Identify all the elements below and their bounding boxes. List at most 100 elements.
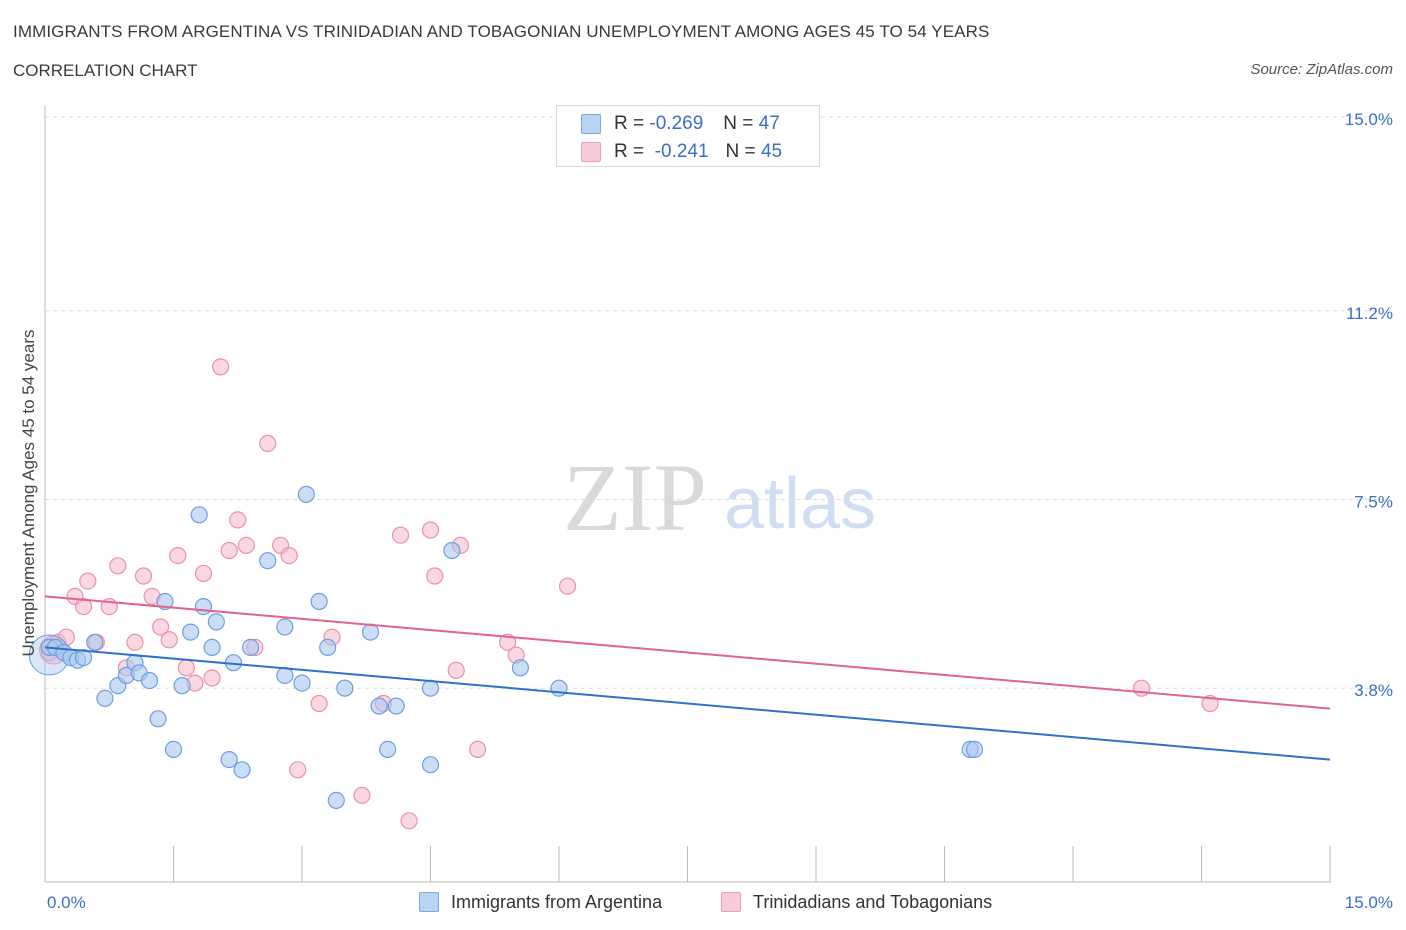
- chart-subtitle: CORRELATION CHART: [13, 61, 198, 80]
- data-point: [400, 812, 418, 830]
- y-tick-label: 3.8%: [1354, 681, 1393, 700]
- legend-n-value: 47: [758, 113, 780, 134]
- legend-n-label: N =: [725, 141, 756, 162]
- data-point: [426, 567, 444, 585]
- y-tick-label: 15.0%: [1345, 110, 1393, 129]
- data-point: [203, 669, 221, 687]
- data-point: [156, 592, 174, 611]
- trend-line: [44, 646, 1331, 761]
- data-point: [276, 618, 294, 636]
- data-point: [421, 521, 440, 539]
- watermark-atlas: atlas: [724, 464, 876, 544]
- data-point: [74, 648, 93, 667]
- trend-lines: [44, 595, 1331, 761]
- y-axis-label: Unemployment Among Ages 45 to 54 years: [19, 329, 38, 657]
- tick-labels: 3.8% 7.5% 11.2% 15.0% 0.0% 15.0%: [47, 110, 1393, 912]
- data-point: [276, 666, 294, 685]
- data-point: [109, 557, 127, 575]
- x-tick-label-max: 15.0%: [1345, 893, 1393, 912]
- data-point: [370, 697, 388, 715]
- data-point: [177, 659, 195, 677]
- y-tick-label: 11.2%: [1346, 304, 1393, 323]
- legend-r-value: -0.269: [649, 113, 704, 134]
- data-point: [965, 740, 984, 759]
- data-point: [391, 526, 410, 544]
- data-point: [207, 613, 225, 631]
- data-point: [379, 740, 397, 759]
- y-tick-label: 7.5%: [1354, 493, 1393, 512]
- data-point: [259, 552, 277, 570]
- data-point: [194, 564, 213, 583]
- data-point: [212, 358, 230, 376]
- data-point: [280, 546, 298, 565]
- data-point: [297, 485, 315, 503]
- data-point: [289, 761, 307, 779]
- data-point: [421, 679, 440, 697]
- data-point: [182, 623, 200, 641]
- bottom-legend-label: Trinidadians and Tobagonians: [753, 891, 993, 912]
- data-point: [126, 633, 144, 651]
- data-point: [361, 623, 380, 641]
- data-point: [237, 536, 255, 555]
- data-point: [173, 677, 191, 695]
- data-point: [353, 786, 371, 804]
- data-point: [499, 633, 517, 651]
- bottom-legend-label: Immigrants from Argentina: [451, 891, 663, 912]
- data-point: [242, 638, 260, 657]
- data-point: [140, 671, 159, 690]
- data-point: [310, 592, 328, 611]
- data-point: [203, 638, 221, 657]
- data-point: [1132, 679, 1151, 697]
- data-point: [550, 679, 568, 697]
- data-point: [443, 541, 461, 560]
- data-point: [387, 697, 405, 715]
- data-point: [96, 689, 114, 708]
- legend-n-label: N =: [723, 113, 754, 134]
- legend-row-trinidadians: R = -0.241 N = 45: [581, 140, 782, 164]
- data-point: [511, 659, 530, 677]
- data-point: [190, 506, 208, 524]
- data-point: [86, 633, 104, 651]
- chart-title: IMMIGRANTS FROM ARGENTINA VS TRINIDADIAN…: [13, 22, 990, 41]
- data-point: [164, 740, 183, 759]
- data-point: [149, 710, 167, 728]
- data-point: [152, 618, 170, 636]
- data-point: [220, 541, 238, 560]
- trend-line: [44, 595, 1331, 710]
- legend-swatch-pink: [581, 142, 601, 162]
- axes: [44, 105, 1331, 883]
- grid-lines: [45, 116, 1390, 689]
- bottom-legend-trinidadians: Trinidadians and Tobagonians: [721, 889, 992, 915]
- data-point: [558, 577, 577, 595]
- data-point: [421, 756, 440, 774]
- legend-r-label: R =: [614, 113, 645, 134]
- bottom-legend-argentina: Immigrants from Argentina: [419, 889, 662, 915]
- data-point: [233, 761, 251, 779]
- data-point: [169, 546, 187, 565]
- watermark-zip: ZIP: [563, 444, 707, 551]
- x-tick-label-min: 0.0%: [47, 893, 86, 912]
- legend-r-value: -0.241: [654, 141, 709, 162]
- source-label: Source: ZipAtlas.com: [1250, 61, 1393, 78]
- data-point: [447, 661, 465, 679]
- data-point: [319, 638, 337, 657]
- stats-legend: R = -0.269 N = 47 R = -0.241 N = 45: [556, 105, 820, 167]
- bottom-legend-swatch-blue: [419, 892, 439, 912]
- data-point: [310, 694, 328, 713]
- legend-row-argentina: R = -0.269 N = 47: [581, 112, 780, 136]
- data-point: [194, 597, 213, 616]
- data-point: [74, 597, 93, 616]
- bottom-legend-swatch-pink: [721, 892, 741, 912]
- data-point: [327, 791, 345, 810]
- legend-n-value: 45: [760, 141, 783, 162]
- legend-r-label: R =: [614, 141, 645, 162]
- series-argentina: [28, 485, 984, 810]
- data-point: [336, 679, 354, 697]
- data-point: [160, 631, 178, 649]
- data-point: [259, 434, 277, 452]
- data-point: [229, 511, 247, 529]
- series-trinidadians: [39, 358, 1219, 830]
- data-point: [79, 572, 97, 590]
- data-point: [1201, 694, 1219, 713]
